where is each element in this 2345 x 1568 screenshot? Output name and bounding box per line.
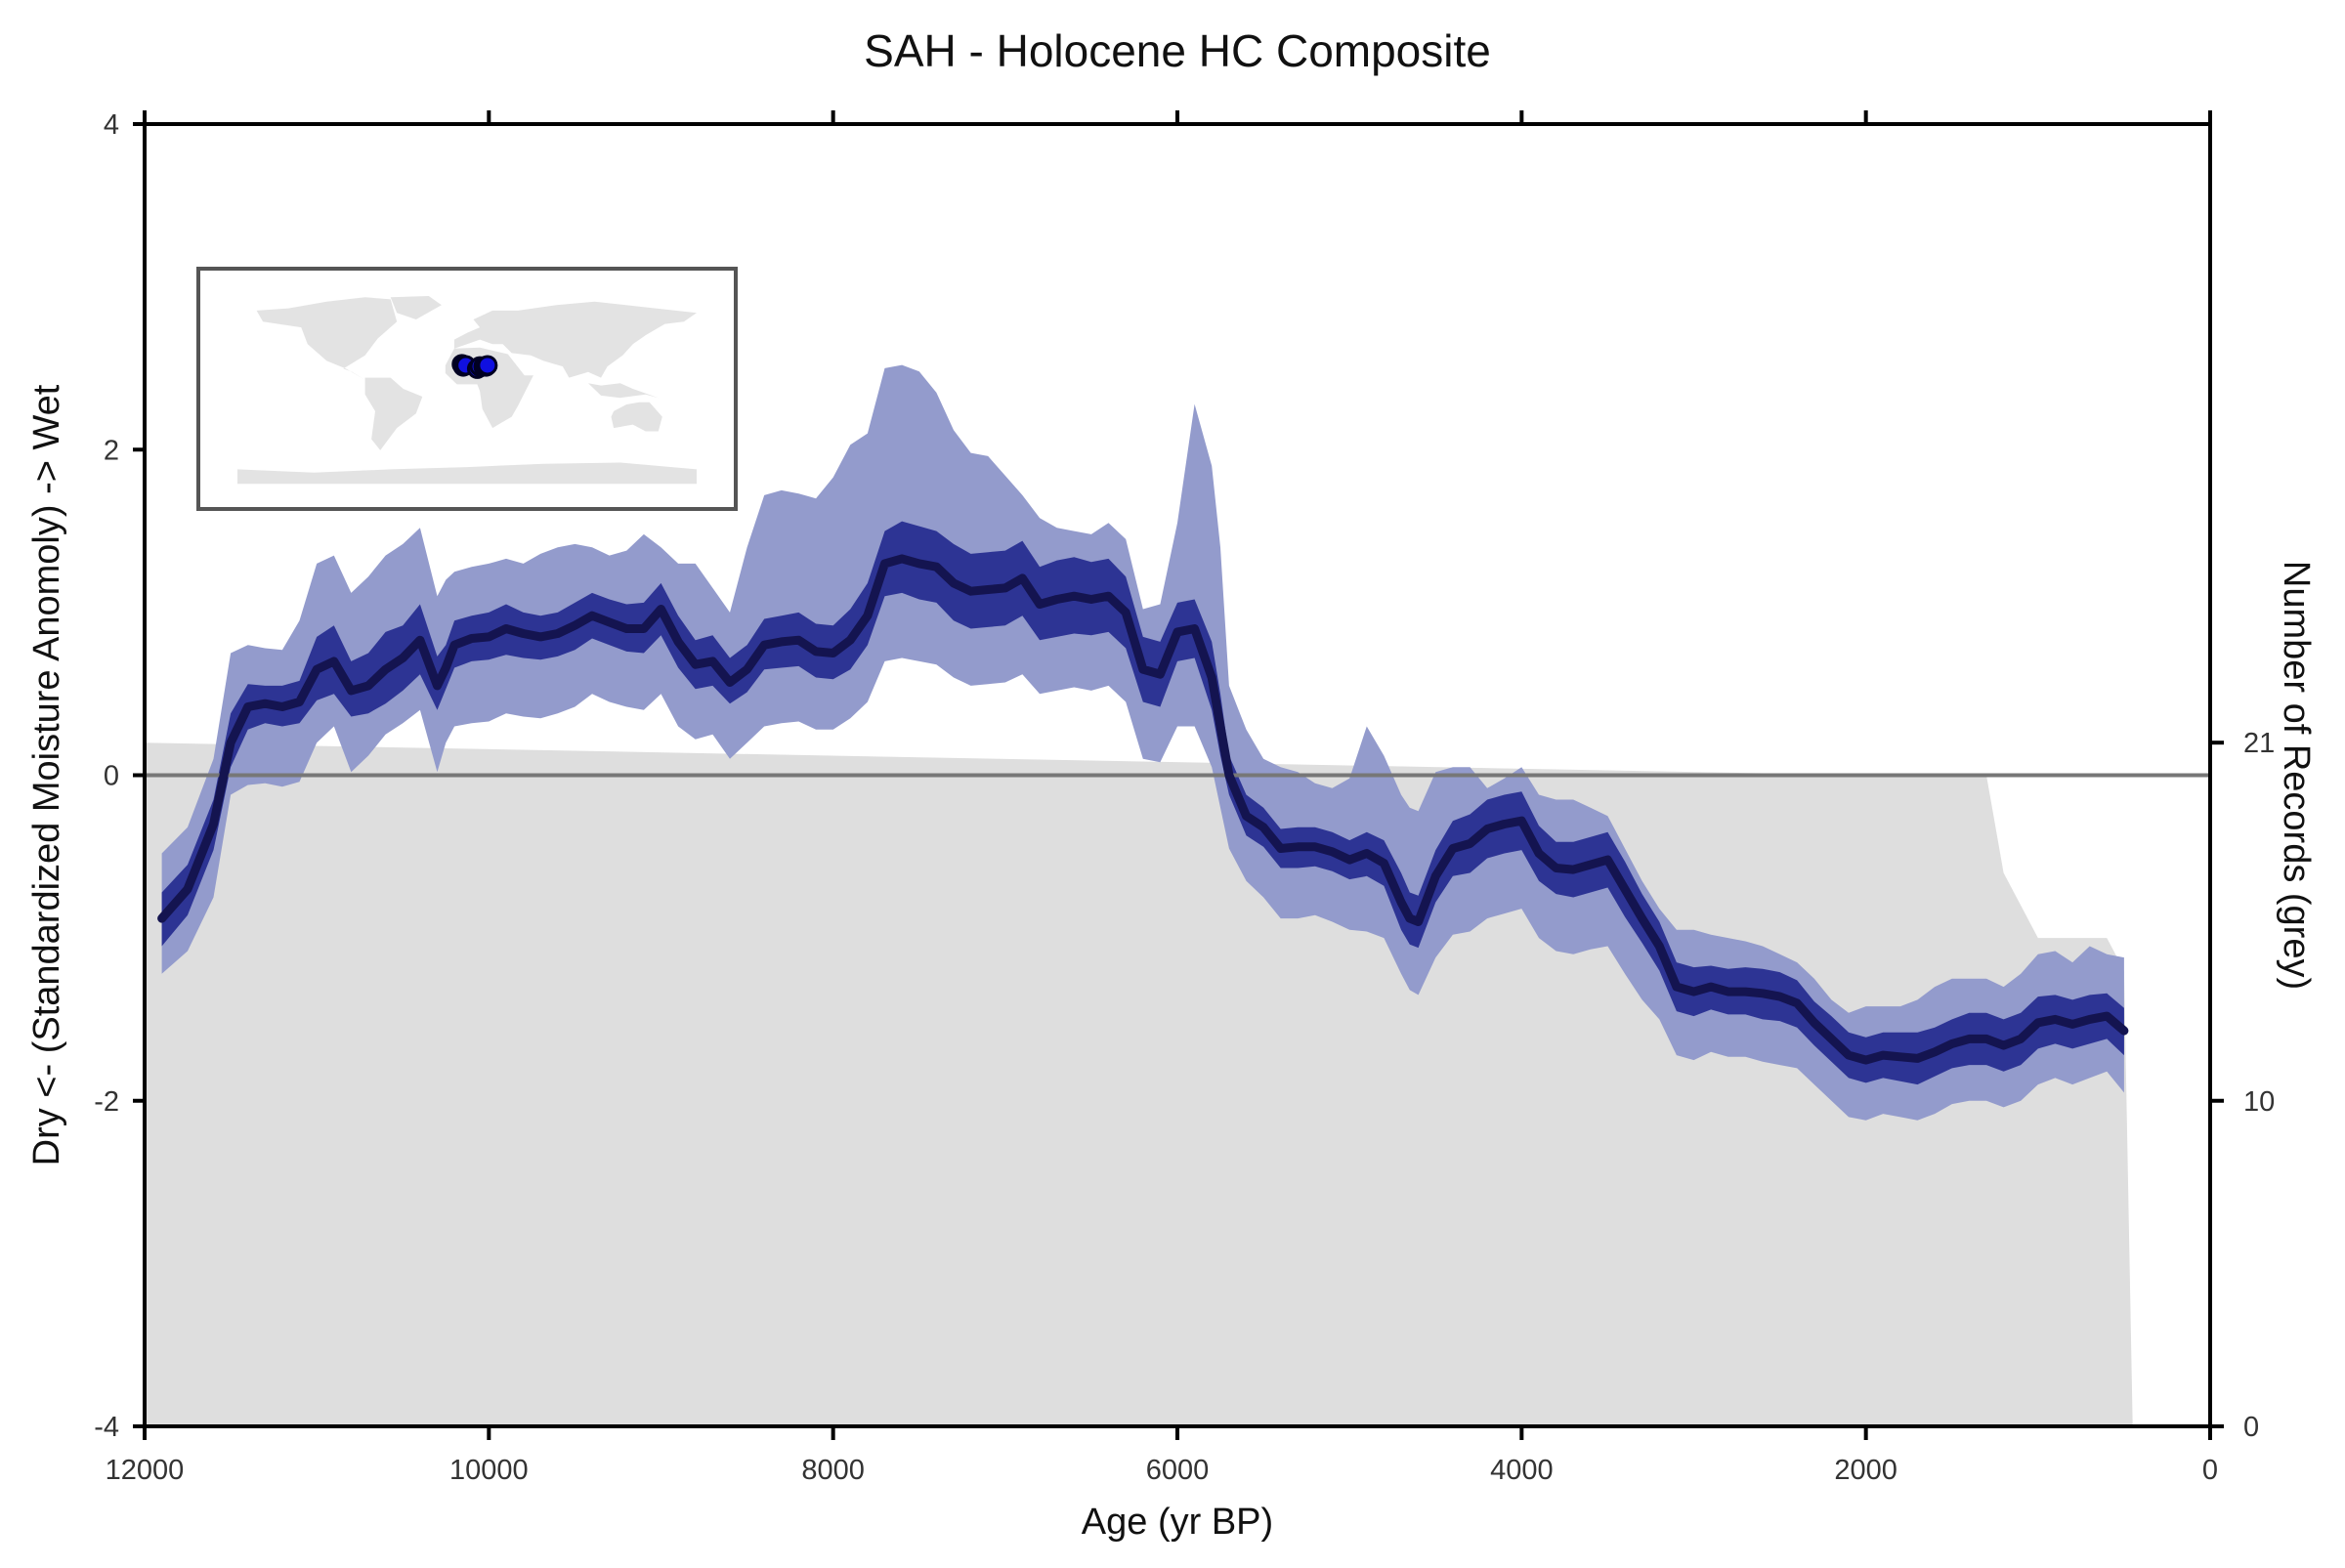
median-layer bbox=[157, 554, 2129, 1065]
median-line bbox=[157, 554, 2129, 1065]
inset-land-1 bbox=[364, 377, 423, 450]
inset-land-5 bbox=[611, 402, 662, 432]
y-tick-label: 2 bbox=[104, 435, 119, 466]
x-tick-label: 4000 bbox=[1490, 1455, 1554, 1486]
inset-land-2 bbox=[390, 296, 442, 319]
chart-title: SAH - Holocene HC Composite bbox=[864, 25, 1491, 76]
y-tick-label: 0 bbox=[104, 761, 119, 792]
x-tick-label: 8000 bbox=[801, 1455, 865, 1486]
x-tick-label: 6000 bbox=[1146, 1455, 1210, 1486]
y2-tick-label: 10 bbox=[2243, 1086, 2275, 1118]
x-tick-label: 2000 bbox=[1834, 1455, 1897, 1486]
x-tick-label: 12000 bbox=[106, 1455, 185, 1486]
y2-axis-label: Number of Records (grey) bbox=[2276, 561, 2317, 990]
y2-tick-label: 0 bbox=[2243, 1412, 2259, 1443]
y-tick-label: -4 bbox=[94, 1412, 119, 1443]
y-tick-label: 4 bbox=[104, 109, 119, 141]
site-marker bbox=[477, 355, 498, 376]
x-tick-label: 0 bbox=[2202, 1455, 2218, 1486]
y-axis-label: Dry <- (Standardized Moisture Anomoly) -… bbox=[26, 384, 67, 1165]
y2-tick-label: 21 bbox=[2243, 728, 2275, 759]
x-tick-label: 10000 bbox=[449, 1455, 529, 1486]
inset-map bbox=[196, 267, 738, 511]
inset-land-6 bbox=[588, 383, 659, 399]
inset-land-4 bbox=[453, 301, 697, 378]
tick-layer: 12000 10000 8000 6000 4000 2000 0 -4 -2 0 2 4 0 10 21 bbox=[94, 109, 2275, 1486]
inset-land-7 bbox=[237, 462, 697, 485]
bands-layer bbox=[161, 364, 2124, 1121]
y-tick-label: -2 bbox=[94, 1086, 119, 1118]
outer-uncertainty-band bbox=[161, 364, 2124, 1121]
x-axis-label: Age (yr BP) bbox=[1082, 1502, 1273, 1543]
inset-land-0 bbox=[256, 297, 398, 380]
